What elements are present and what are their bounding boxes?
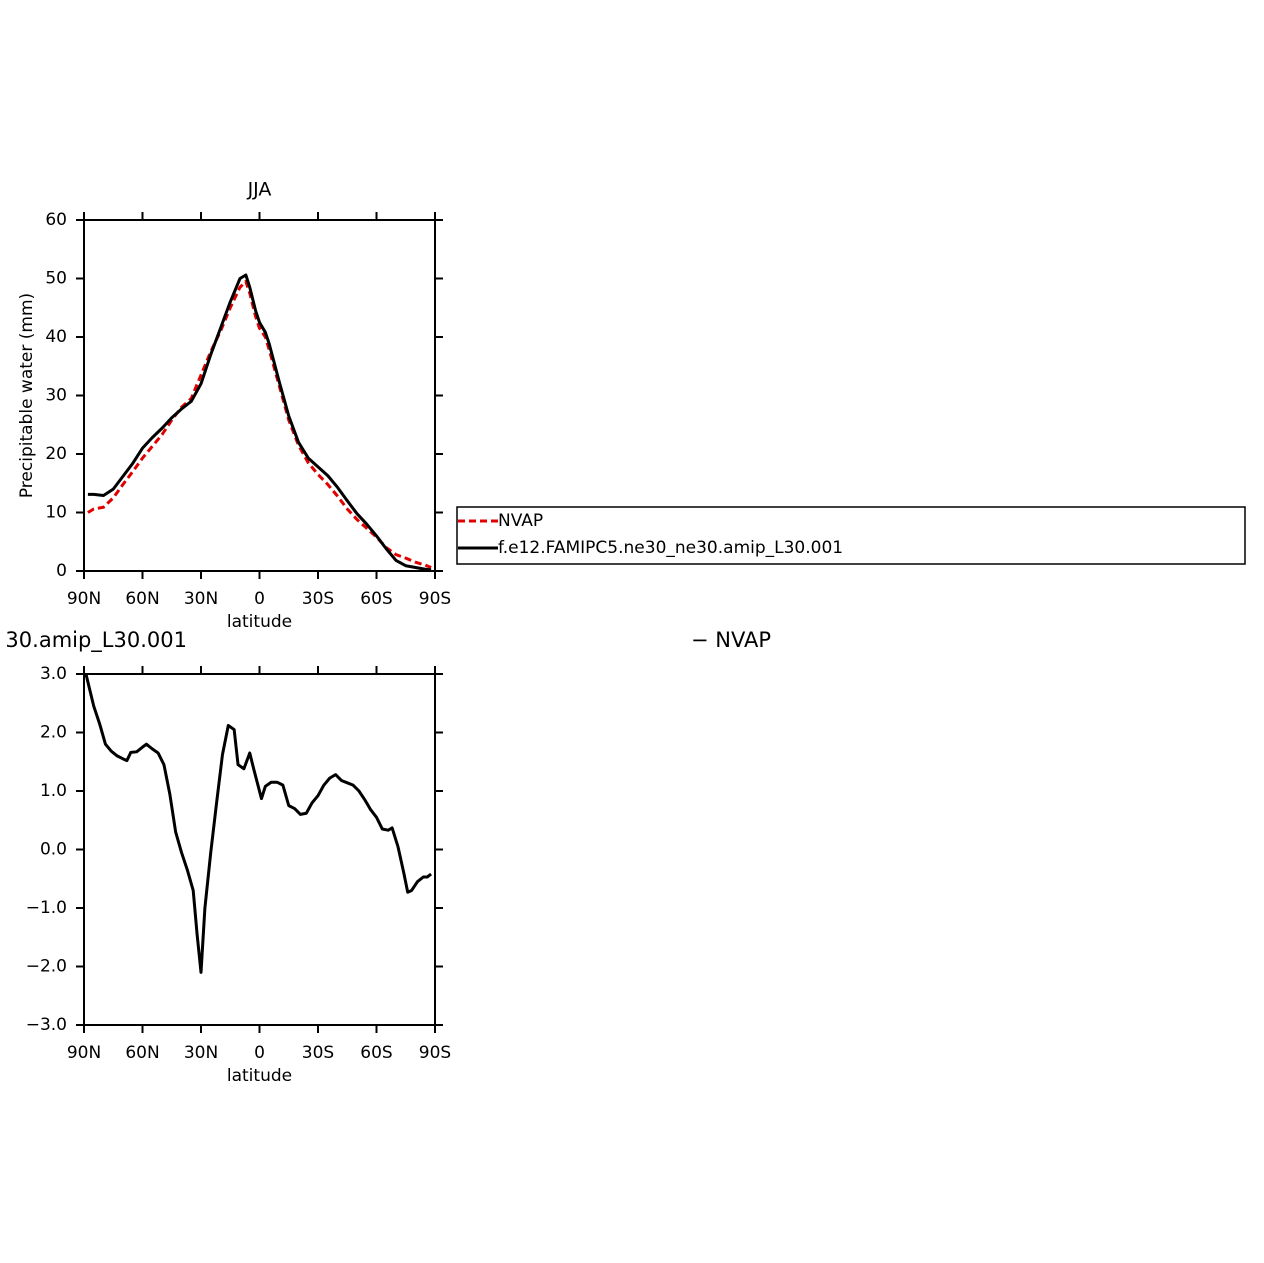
chart-title: 30.amip_L30.001 <box>5 628 187 653</box>
chart-title: JJA <box>247 179 272 201</box>
x-tick-label: 90N <box>67 1043 101 1063</box>
y-tick-label: 60 <box>45 210 67 230</box>
y-tick-label: 1.0 <box>40 781 67 801</box>
chart-title-right: − NVAP <box>691 628 771 652</box>
y-tick-label: 2.0 <box>40 723 67 743</box>
y-axis-label: Precipitable water (mm) <box>17 293 37 498</box>
x-axis-label: latitude <box>227 612 292 632</box>
x-tick-label: 60S <box>360 589 392 609</box>
x-tick-label: 0 <box>254 589 265 609</box>
x-tick-label: 30S <box>302 1043 334 1063</box>
x-tick-label: 60N <box>125 1043 159 1063</box>
legend-label: f.e12.FAMIPC5.ne30_ne30.amip_L30.001 <box>498 538 843 558</box>
y-tick-label: −2.0 <box>26 957 67 977</box>
legend-label: NVAP <box>498 511 543 531</box>
x-tick-label: 30N <box>184 589 218 609</box>
legend-box <box>456 506 1246 565</box>
x-tick-label: 60N <box>125 589 159 609</box>
plot-frame <box>83 219 436 572</box>
y-tick-label: 0 <box>56 561 67 581</box>
x-tick-label: 90N <box>67 589 101 609</box>
y-tick-label: 50 <box>45 269 67 289</box>
y-tick-label: 40 <box>45 327 67 347</box>
y-tick-label: −3.0 <box>26 1015 67 1035</box>
data-line <box>84 673 433 974</box>
y-tick-label: 10 <box>45 503 67 523</box>
y-tick-label: 30 <box>45 386 67 406</box>
x-tick-label: 30N <box>184 1043 218 1063</box>
y-tick-label: 20 <box>45 444 67 464</box>
x-tick-label: 90S <box>419 1043 451 1063</box>
x-tick-label: 60S <box>360 1043 392 1063</box>
x-tick-label: 30S <box>302 589 334 609</box>
x-tick-label: 0 <box>254 1043 265 1063</box>
y-tick-label: −1.0 <box>26 898 67 918</box>
x-axis-label: latitude <box>227 1066 292 1086</box>
data-line <box>87 279 432 569</box>
y-tick-label: 3.0 <box>40 664 67 684</box>
y-tick-label: 0.0 <box>40 840 67 860</box>
x-tick-label: 90S <box>419 589 451 609</box>
data-line <box>87 273 432 572</box>
plot-frame <box>83 673 436 1026</box>
